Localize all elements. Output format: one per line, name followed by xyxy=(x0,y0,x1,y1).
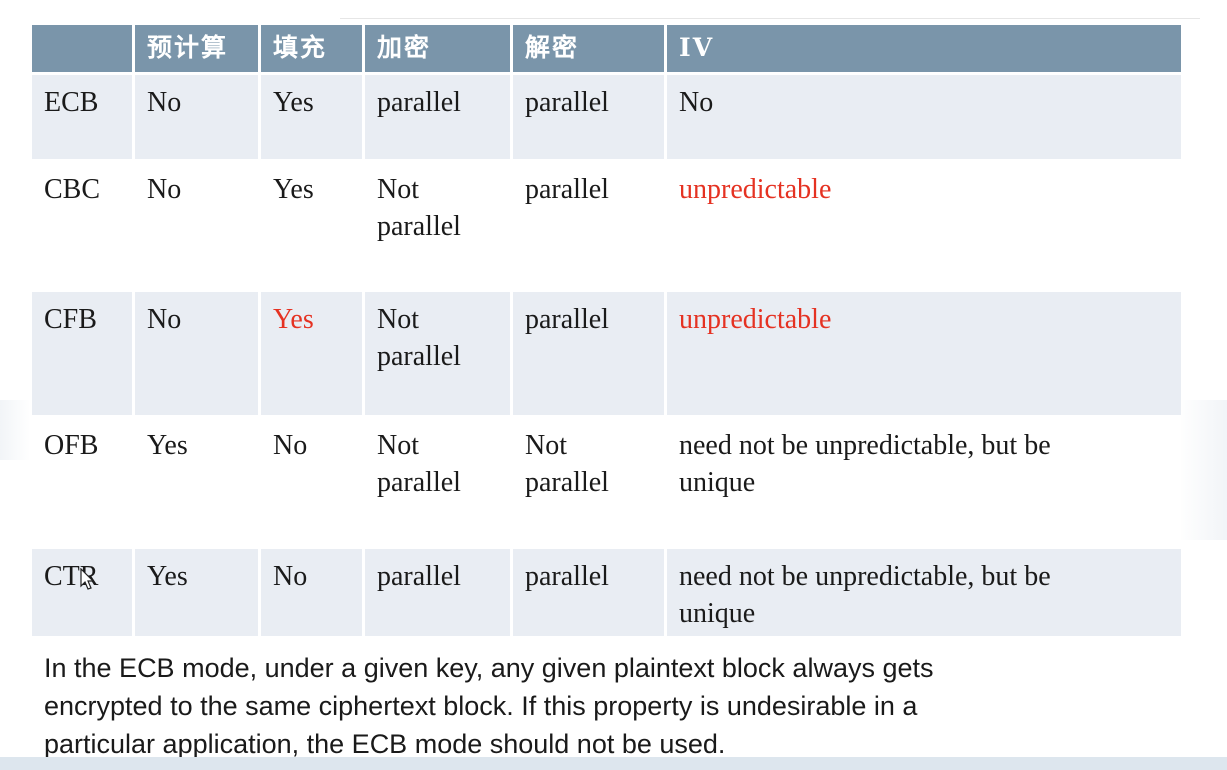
cell-padding: Yes xyxy=(261,292,365,418)
cell-mode: ECB xyxy=(32,75,135,162)
cell-precompute: Yes xyxy=(135,549,261,639)
cell-padding: Yes xyxy=(261,75,365,162)
note-line: particular application, the ECB mode sho… xyxy=(44,729,726,759)
note-line: In the ECB mode, under a given key, any … xyxy=(44,653,934,683)
cell-encryption: Not parallel xyxy=(365,292,513,418)
header-encryption: 加密 xyxy=(365,25,513,75)
table-row: CFB No Yes Not parallel parallel unpredic… xyxy=(32,292,1181,418)
header-precompute: 预计算 xyxy=(135,25,261,75)
cell-padding: Yes xyxy=(261,162,365,292)
block-cipher-modes-table: 预计算 填充 加密 解密 IV ECB No Yes parallel para… xyxy=(32,25,1181,639)
cell-precompute: No xyxy=(135,75,261,162)
cell-mode: OFB xyxy=(32,418,135,549)
cell-decryption: parallel xyxy=(513,75,667,162)
cell-precompute: No xyxy=(135,292,261,418)
cell-decryption: parallel xyxy=(513,292,667,418)
cell-padding: No xyxy=(261,418,365,549)
header-iv: IV xyxy=(667,25,1181,75)
mouse-pointer-icon xyxy=(80,568,95,590)
cell-iv: No xyxy=(667,75,1181,162)
cell-padding: No xyxy=(261,549,365,639)
table-row: CBC No Yes Not parallel parallel unpredic… xyxy=(32,162,1181,292)
top-divider xyxy=(340,18,1200,19)
note-line: encrypted to the same ciphertext block. … xyxy=(44,691,918,721)
header-row: 预计算 填充 加密 解密 IV xyxy=(32,25,1181,75)
cell-iv: need not be unpredictable, but be unique xyxy=(667,418,1181,549)
table-row: CTR Yes No parallel parallel need not be… xyxy=(32,549,1181,639)
cell-precompute: No xyxy=(135,162,261,292)
cell-iv: unpredictable xyxy=(667,292,1181,418)
cell-encryption: parallel xyxy=(365,75,513,162)
cell-decryption: parallel xyxy=(513,549,667,639)
cell-decryption: parallel xyxy=(513,162,667,292)
table-row: ECB No Yes parallel parallel No xyxy=(32,75,1181,162)
cell-encryption: Not parallel xyxy=(365,162,513,292)
cell-mode: CBC xyxy=(32,162,135,292)
ecb-note-paragraph: In the ECB mode, under a given key, any … xyxy=(44,649,1144,763)
cell-iv: need not be unpredictable, but be unique xyxy=(667,549,1181,639)
header-mode xyxy=(32,25,135,75)
cell-decryption: Not parallel xyxy=(513,418,667,549)
header-padding: 填充 xyxy=(261,25,365,75)
background-decoration-right xyxy=(1177,400,1227,540)
header-decryption: 解密 xyxy=(513,25,667,75)
cell-iv: unpredictable xyxy=(667,162,1181,292)
table-row: OFB Yes No Not parallel Not parallel need … xyxy=(32,418,1181,549)
cell-mode: CTR xyxy=(32,549,135,639)
background-decoration-left xyxy=(0,400,30,460)
cell-precompute: Yes xyxy=(135,418,261,549)
cell-encryption: parallel xyxy=(365,549,513,639)
bottom-band xyxy=(0,757,1227,770)
cell-encryption: Not parallel xyxy=(365,418,513,549)
cell-mode: CFB xyxy=(32,292,135,418)
